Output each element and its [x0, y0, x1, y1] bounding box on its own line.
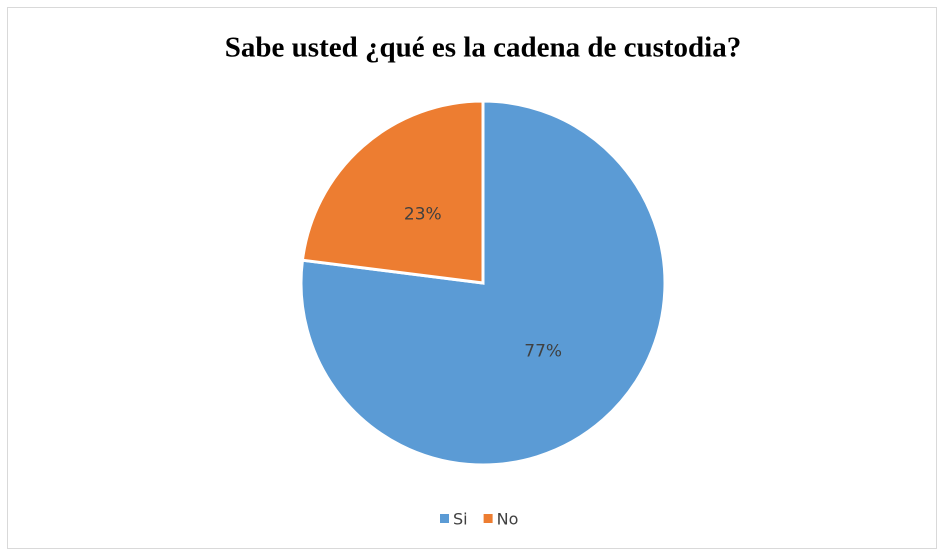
- legend-label: Si: [453, 510, 468, 529]
- legend-swatch: [483, 514, 493, 523]
- legend-swatch: [440, 514, 449, 523]
- data-label: 77%: [524, 341, 562, 361]
- chart-title: Sabe usted ¿qué es la cadena de custodia…: [225, 32, 741, 64]
- data-label: 23%: [404, 205, 442, 225]
- pie-slice: [300, 99, 485, 285]
- legend-label: No: [497, 510, 519, 529]
- pie-slice: [299, 99, 667, 467]
